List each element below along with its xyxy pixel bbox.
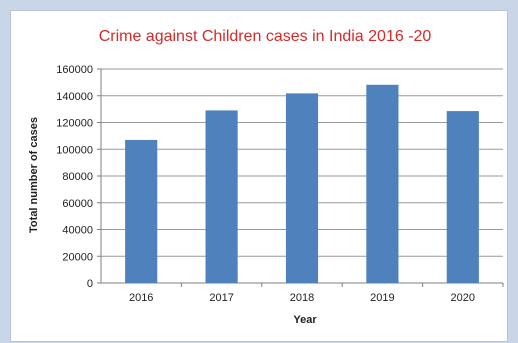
x-tick-label: 2019 [370,292,394,304]
y-axis-ticks: 0 20000 40000 60000 80000 100000 120000 140000 1… [56,64,101,290]
x-tick-label: 2016 [129,292,153,304]
bar-2018 [285,93,319,283]
chart-frame: Crime against Children cases in India 20… [10,10,508,342]
y-tick-label: 20000 [62,251,93,263]
bars [125,84,479,284]
y-tick-label: 80000 [62,171,93,183]
x-tick-label: 2017 [209,292,233,304]
x-tick-label: 2020 [451,292,475,304]
bar-2016 [125,139,158,283]
y-tick-label: 0 [87,278,93,290]
y-axis-title: Total number of cases [28,117,40,233]
bar-2020 [446,111,479,284]
y-tick-label: 140000 [56,91,93,103]
y-tick-label: 100000 [56,144,93,156]
bar-2019 [366,84,399,284]
chart-title: Crime against Children cases in India 20… [99,28,432,45]
x-axis-ticks: 2016 2017 2018 2019 2020 [129,283,504,304]
x-tick-label: 2018 [290,292,314,304]
y-tick-label: 160000 [56,64,93,76]
x-axis-title: Year [293,314,317,326]
bar-chart: Crime against Children cases in India 20… [28,28,504,326]
y-tick-label: 60000 [62,198,93,210]
y-tick-label: 120000 [56,118,93,130]
bar-2017 [205,110,238,283]
y-tick-label: 40000 [62,225,93,237]
